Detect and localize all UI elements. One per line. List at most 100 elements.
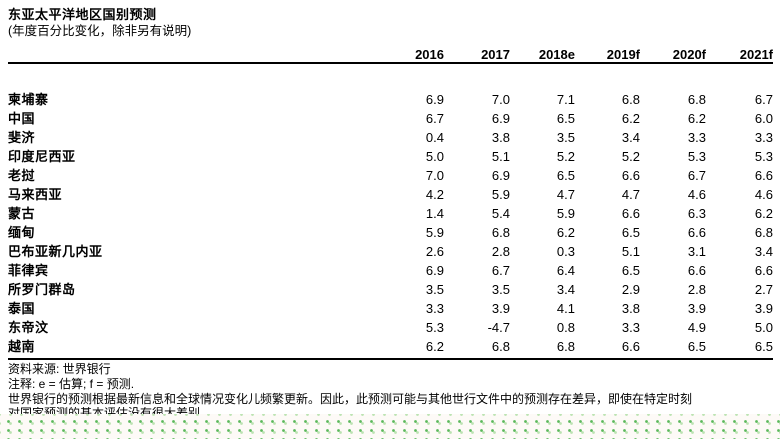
value-cell: 5.0 — [754, 320, 773, 335]
value-cell: 3.9 — [687, 301, 706, 316]
value-cell: 6.2 — [425, 339, 444, 354]
value-cell: 7.0 — [491, 92, 510, 107]
value-cell: 0.4 — [425, 130, 444, 145]
country-cell: 缅甸 — [8, 225, 36, 240]
table-row-cambodia: 柬埔寨 6.9 7.0 7.1 6.8 6.8 6.7 — [8, 63, 773, 107]
table-row-timor-leste: 东帝汶 5.3 -4.7 0.8 3.3 4.9 5.0 — [8, 316, 773, 335]
value-cell: 6.0 — [754, 111, 773, 126]
value-cell: 2.9 — [621, 282, 640, 297]
table-row-myanmar: 缅甸 5.9 6.8 6.2 6.5 6.6 6.8 — [8, 221, 773, 240]
value-cell: 6.6 — [621, 168, 640, 183]
value-cell: 6.5 — [754, 339, 773, 354]
column-header-2016: 2016 — [380, 42, 444, 64]
value-cell: 7.1 — [556, 92, 575, 107]
value-cell: 2.7 — [754, 282, 773, 297]
value-cell: 6.6 — [621, 206, 640, 221]
table-row-laos: 老挝 7.0 6.9 6.5 6.6 6.7 6.6 — [8, 164, 773, 183]
value-cell: 5.3 — [687, 149, 706, 164]
value-cell: 3.3 — [425, 301, 444, 316]
page-title: 东亚太平洋地区国别预测 — [8, 7, 157, 22]
column-header-2020f: 2020f — [640, 42, 706, 64]
value-cell: 6.8 — [621, 92, 640, 107]
value-cell: 3.5 — [491, 282, 510, 297]
country-cell: 巴布亚新几内亚 — [8, 244, 103, 259]
value-cell: 2.8 — [687, 282, 706, 297]
value-cell: 6.7 — [687, 168, 706, 183]
value-cell: 5.0 — [425, 149, 444, 164]
value-cell: 3.4 — [556, 282, 575, 297]
value-cell: 6.3 — [687, 206, 706, 221]
table-header-row: 2016 2017 2018e 2019f 2020f 2021f — [8, 42, 773, 64]
value-cell: 4.6 — [754, 187, 773, 202]
forecast-table: 2016 2017 2018e 2019f 2020f 2021f 柬埔寨 6.… — [8, 42, 773, 360]
value-cell: 6.5 — [556, 168, 575, 183]
value-cell: 6.6 — [754, 263, 773, 278]
country-cell: 马来西亚 — [8, 187, 63, 202]
table-row-philippines: 菲律宾 6.9 6.7 6.4 6.5 6.6 6.6 — [8, 259, 773, 278]
value-cell: 3.8 — [621, 301, 640, 316]
value-cell: 3.3 — [687, 130, 706, 145]
column-header-2021f: 2021f — [706, 42, 773, 64]
value-cell: 5.1 — [491, 149, 510, 164]
value-cell: 6.2 — [621, 111, 640, 126]
disclaimer-note-clipped: 对国家预测的基本评估没有很大差别 — [8, 407, 201, 414]
value-cell: 6.9 — [425, 263, 444, 278]
value-cell: 5.9 — [556, 206, 575, 221]
value-cell: 4.7 — [556, 187, 575, 202]
value-cell: 3.3 — [621, 320, 640, 335]
footer-notes: 资料来源: 世界银行 注释: e = 估算; f = 预测. 世界银行的预测根据… — [8, 362, 773, 407]
value-cell: 6.7 — [754, 92, 773, 107]
value-cell: 2.8 — [491, 244, 510, 259]
value-cell: 7.0 — [425, 168, 444, 183]
value-cell: 6.4 — [556, 263, 575, 278]
value-cell: 6.9 — [491, 111, 510, 126]
country-cell: 泰国 — [8, 301, 36, 316]
value-cell: -4.7 — [487, 320, 510, 335]
country-cell: 印度尼西亚 — [8, 149, 76, 164]
value-cell: 6.7 — [425, 111, 444, 126]
value-cell: 6.8 — [491, 339, 510, 354]
value-cell: 3.4 — [754, 244, 773, 259]
table-row-solomon-islands: 所罗门群岛 3.5 3.5 3.4 2.9 2.8 2.7 — [8, 278, 773, 297]
value-cell: 6.2 — [556, 225, 575, 240]
table-row-thailand: 泰国 3.3 3.9 4.1 3.8 3.9 3.9 — [8, 297, 773, 316]
column-header-2017: 2017 — [444, 42, 510, 64]
value-cell: 3.5 — [425, 282, 444, 297]
legend-note: 注释: e = 估算; f = 预测. — [8, 377, 135, 391]
value-cell: 6.9 — [491, 168, 510, 183]
value-cell: 6.6 — [687, 225, 706, 240]
value-cell: 3.3 — [754, 130, 773, 145]
value-cell: 6.6 — [754, 168, 773, 183]
table-row-indonesia: 印度尼西亚 5.0 5.1 5.2 5.2 5.3 5.3 — [8, 145, 773, 164]
value-cell: 6.8 — [491, 225, 510, 240]
value-cell: 4.1 — [556, 301, 575, 316]
value-cell: 6.5 — [556, 111, 575, 126]
table-row-china: 中国 6.7 6.9 6.5 6.2 6.2 6.0 — [8, 107, 773, 126]
value-cell: 0.3 — [556, 244, 575, 259]
table-body: 柬埔寨 6.9 7.0 7.1 6.8 6.8 6.7 中国 6.7 6.9 6… — [8, 63, 773, 359]
value-cell: 6.6 — [621, 339, 640, 354]
column-header-country — [8, 42, 380, 64]
value-cell: 5.1 — [621, 244, 640, 259]
value-cell: 6.7 — [491, 263, 510, 278]
value-cell: 4.9 — [687, 320, 706, 335]
column-header-2019f: 2019f — [575, 42, 640, 64]
value-cell: 6.5 — [687, 339, 706, 354]
value-cell: 6.2 — [754, 206, 773, 221]
country-cell: 蒙古 — [8, 206, 36, 221]
table-header: 2016 2017 2018e 2019f 2020f 2021f — [8, 42, 773, 64]
value-cell: 3.4 — [621, 130, 640, 145]
value-cell: 5.9 — [425, 225, 444, 240]
value-cell: 5.3 — [425, 320, 444, 335]
value-cell: 5.2 — [621, 149, 640, 164]
country-cell: 老挝 — [8, 168, 36, 183]
table-row-fiji: 斐济 0.4 3.8 3.5 3.4 3.3 3.3 — [8, 126, 773, 145]
value-cell: 6.8 — [687, 92, 706, 107]
value-cell: 6.5 — [621, 263, 640, 278]
value-cell: 6.6 — [687, 263, 706, 278]
value-cell: 0.8 — [556, 320, 575, 335]
value-cell: 3.8 — [491, 130, 510, 145]
country-cell: 东帝汶 — [8, 320, 49, 335]
country-cell: 所罗门群岛 — [8, 282, 76, 297]
country-cell: 柬埔寨 — [8, 92, 49, 107]
